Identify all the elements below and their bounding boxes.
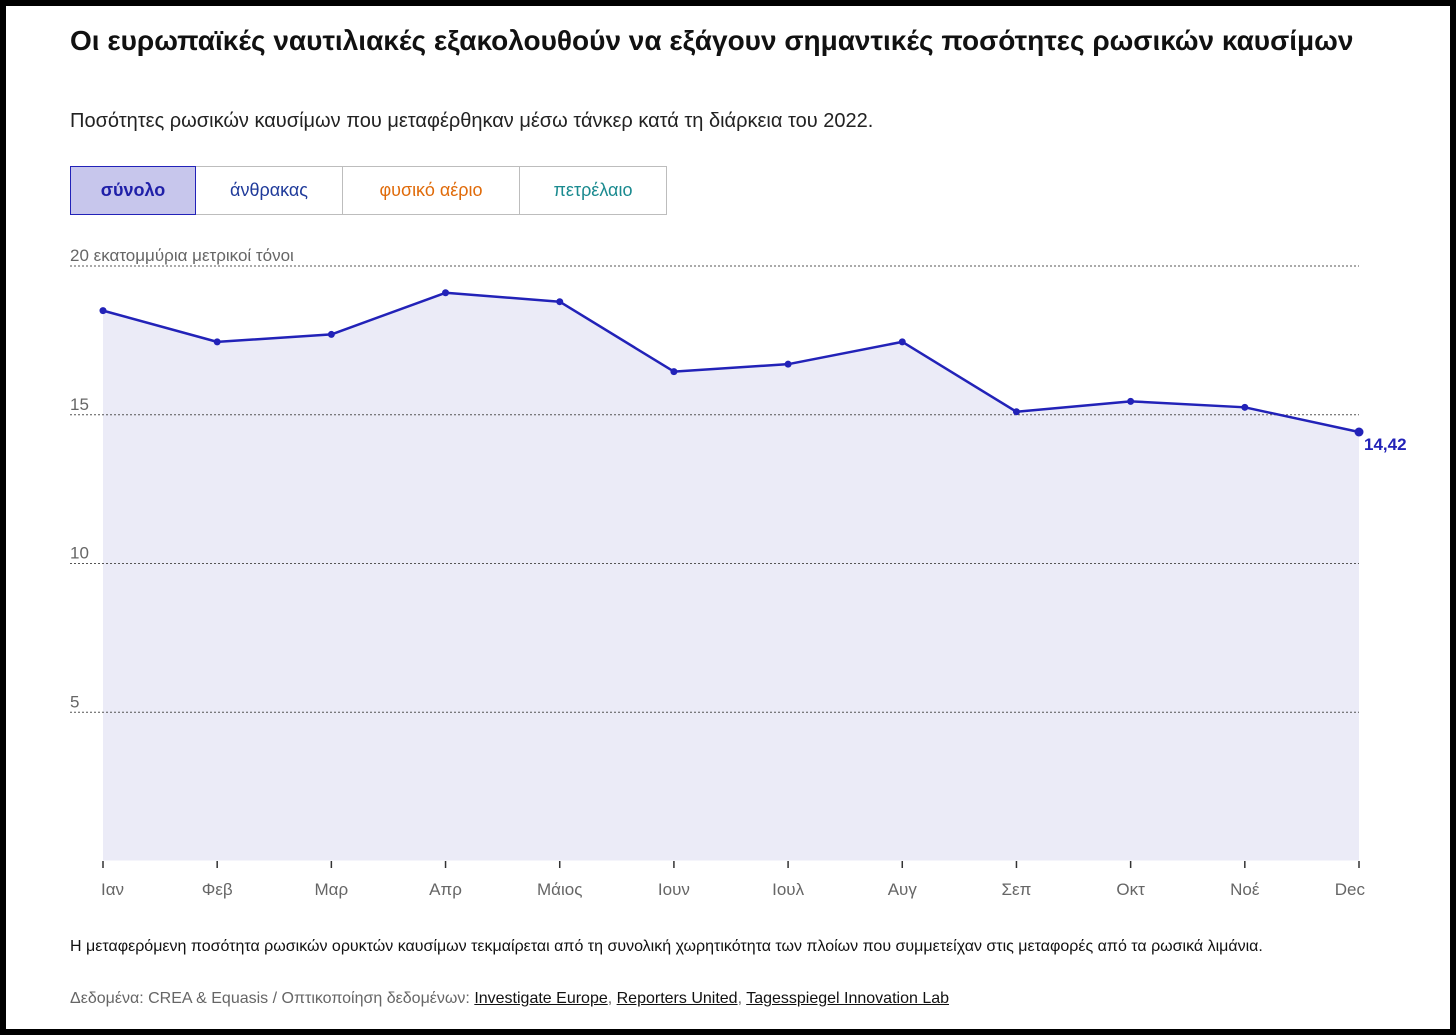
series-line — [102, 291, 1360, 434]
data-point — [442, 289, 450, 297]
y-tick-label: 20 εκατομμύρια μετρικοί τόνοι — [70, 246, 294, 265]
x-tick-label: Ιαν — [101, 880, 124, 899]
chart-title: Οι ευρωπαϊκές ναυτιλιακές εξακολουθούν ν… — [70, 25, 1354, 56]
source-link-investigate-europe[interactable]: Investigate Europe — [474, 990, 608, 1007]
x-tick-label: Μάιος — [537, 880, 582, 899]
fuel-tab-bar: σύνολο άνθρακας φυσικό αέριο πετρέλαιο — [70, 166, 667, 215]
x-tick-label: Οκτ — [1116, 880, 1145, 899]
y-tick-label: 10 — [70, 544, 89, 563]
tab-total[interactable]: σύνολο — [70, 166, 196, 215]
end-value-label: 14,42 — [1364, 435, 1407, 454]
footnote: Η μεταφερόμενη ποσότητα ρωσικών ορυκτών … — [70, 938, 1263, 955]
tab-natural-gas[interactable]: φυσικό αέριο — [342, 166, 520, 215]
data-point — [898, 338, 906, 346]
data-point — [1012, 408, 1020, 416]
x-tick-label: Νοέ — [1230, 880, 1260, 899]
data-point — [670, 368, 678, 376]
source-link-reporters-united[interactable]: Reporters United — [616, 990, 738, 1007]
line-area-chart: 20 εκατομμύρια μετρικοί τόνοι 15 10 5 Ιαν Φεβ… — [70, 246, 1407, 899]
chart-subtitle: Ποσότητες ρωσικών καυσίμων που μεταφέρθη… — [70, 110, 874, 132]
data-point — [99, 307, 107, 315]
x-tick-label: Ιουλ — [772, 880, 804, 899]
data-point — [1127, 397, 1135, 405]
source-separator: , — [737, 990, 747, 1007]
x-tick-label: Dec — [1335, 880, 1366, 899]
source-separator: , — [607, 990, 617, 1007]
tab-coal[interactable]: άνθρακας — [195, 166, 343, 215]
x-tick-label: Μαρ — [315, 880, 349, 899]
x-tick-label: Απρ — [429, 880, 462, 899]
data-point — [784, 360, 792, 368]
x-tick-label: Σεπ — [1002, 880, 1032, 899]
x-tick-label: Φεβ — [202, 880, 233, 899]
y-tick-label: 15 — [70, 395, 89, 414]
data-point — [1241, 403, 1249, 411]
source-link-tagesspiegel-innovation-lab[interactable]: Tagesspiegel Innovation Lab — [746, 990, 950, 1007]
data-point — [327, 330, 335, 338]
data-point — [1354, 427, 1364, 437]
tab-oil[interactable]: πετρέλαιο — [519, 166, 667, 215]
area-fill — [103, 292, 1359, 861]
x-tick-label: Αυγ — [888, 880, 918, 899]
data-point — [213, 338, 221, 346]
y-tick-label: 5 — [70, 692, 79, 711]
chart-area: 20 εκατομμύρια μετρικοί τόνοι 15 10 5 Ιαν Φεβ… — [6, 236, 1456, 916]
x-tick-label: Ιουν — [658, 880, 690, 899]
source-prefix: Δεδομένα: CREA & Equasis / Οπτικοποίηση … — [70, 990, 475, 1007]
data-point — [556, 298, 564, 306]
source-line: Δεδομένα: CREA & Equasis / Οπτικοποίηση … — [70, 990, 949, 1008]
